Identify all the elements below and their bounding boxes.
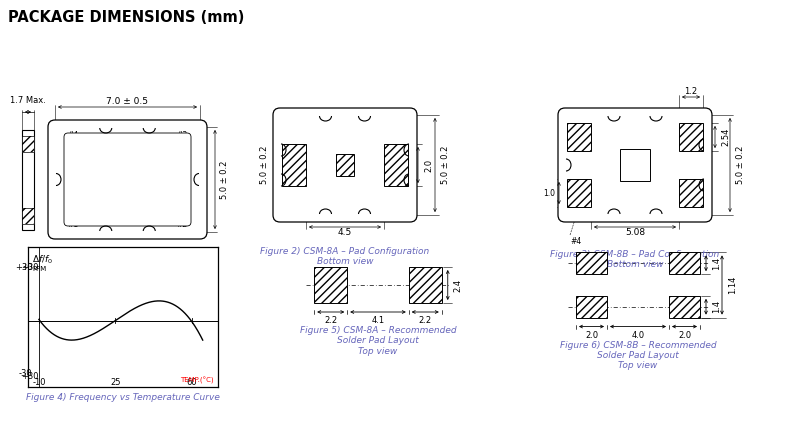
Text: 4.1: 4.1 — [371, 316, 385, 325]
Bar — [576, 252, 607, 274]
Text: 25: 25 — [110, 378, 121, 387]
Bar — [576, 296, 607, 317]
Text: 5.0 ± 0.2: 5.0 ± 0.2 — [220, 160, 229, 199]
Text: 2.0: 2.0 — [585, 331, 598, 340]
Text: 2.0: 2.0 — [424, 159, 433, 172]
FancyBboxPatch shape — [273, 108, 417, 222]
Text: Figure 2) CSM-8A – Pad Configuration
Bottom view: Figure 2) CSM-8A – Pad Configuration Bot… — [260, 247, 429, 266]
Text: Figure 3) CSM-8B – Pad Configuration
Bottom view: Figure 3) CSM-8B – Pad Configuration Bot… — [550, 250, 719, 269]
Bar — [336, 154, 354, 176]
Text: 5.08: 5.08 — [625, 227, 645, 236]
Text: +30: +30 — [15, 264, 32, 272]
Bar — [282, 144, 306, 186]
Bar — [384, 144, 408, 186]
Bar — [314, 267, 348, 303]
Text: #4: #4 — [68, 130, 79, 139]
Bar — [679, 179, 703, 207]
Text: -30: -30 — [19, 368, 32, 377]
Bar — [384, 144, 408, 186]
Bar — [669, 252, 700, 274]
Text: 5.0 ± 0.2: 5.0 ± 0.2 — [736, 146, 745, 184]
Text: 1.4: 1.4 — [712, 257, 721, 270]
Text: 1.0: 1.0 — [543, 189, 555, 198]
Bar — [22, 136, 34, 152]
Text: Figure 4) Frequency vs Temperature Curve: Figure 4) Frequency vs Temperature Curve — [26, 393, 220, 402]
Bar — [336, 154, 354, 176]
Text: 2.2: 2.2 — [324, 316, 337, 325]
Bar — [620, 149, 650, 181]
Text: 1.7 Max.: 1.7 Max. — [10, 96, 46, 105]
Text: PACKAGE DIMENSIONS (mm): PACKAGE DIMENSIONS (mm) — [8, 10, 244, 25]
Text: -10: -10 — [32, 378, 46, 387]
Bar — [669, 296, 700, 317]
Bar — [679, 123, 703, 151]
Bar — [567, 179, 591, 207]
FancyBboxPatch shape — [64, 133, 191, 226]
Bar — [22, 208, 34, 224]
Text: 2.54: 2.54 — [721, 128, 730, 146]
Text: 1.2: 1.2 — [685, 87, 697, 96]
Bar — [409, 267, 442, 303]
Text: +30: +30 — [21, 372, 39, 381]
Text: 4.5: 4.5 — [338, 227, 352, 236]
Text: +30: +30 — [21, 264, 39, 272]
Bar — [567, 123, 591, 151]
Bar — [567, 123, 591, 151]
Text: #2: #2 — [177, 219, 188, 229]
Text: 1.14: 1.14 — [728, 276, 737, 294]
Text: Figure 1) CSM-8 – Side and Top view: Figure 1) CSM-8 – Side and Top view — [48, 250, 212, 259]
Text: #3: #3 — [177, 130, 188, 139]
FancyBboxPatch shape — [558, 108, 712, 222]
Text: $\Delta f/f_0$: $\Delta f/f_0$ — [32, 254, 54, 266]
Text: 2.2: 2.2 — [418, 316, 432, 325]
FancyBboxPatch shape — [48, 120, 207, 239]
Text: 2.4: 2.4 — [454, 278, 463, 292]
Bar — [22, 130, 34, 230]
Bar — [567, 179, 591, 207]
Text: 5.0 ± 0.2: 5.0 ± 0.2 — [261, 146, 269, 184]
Bar — [679, 123, 703, 151]
Bar — [409, 267, 442, 303]
Text: Figure 5) CSM-8A – Recommended
Solder Pad Layout
Top view: Figure 5) CSM-8A – Recommended Solder Pa… — [299, 326, 456, 356]
Bar — [679, 179, 703, 207]
Bar — [669, 296, 700, 317]
Text: 4.0: 4.0 — [631, 331, 645, 340]
Bar — [576, 252, 607, 274]
Bar — [669, 252, 700, 274]
Text: Figure 6) CSM-8B – Recommended
Solder Pad Layout
Top view: Figure 6) CSM-8B – Recommended Solder Pa… — [559, 340, 716, 370]
Bar — [336, 154, 354, 176]
Bar — [282, 144, 306, 186]
Text: 60: 60 — [187, 378, 197, 387]
Text: 2.0: 2.0 — [678, 331, 691, 340]
Text: TEMP.(°C): TEMP.(°C) — [180, 376, 214, 383]
Text: 7.0 ± 0.5: 7.0 ± 0.5 — [106, 96, 148, 105]
Text: 5.0 ± 0.2: 5.0 ± 0.2 — [441, 146, 450, 184]
Bar — [314, 267, 348, 303]
Text: #4: #4 — [570, 237, 582, 246]
Bar — [22, 208, 34, 224]
Text: 1.4: 1.4 — [712, 300, 721, 313]
Text: PPM: PPM — [32, 266, 46, 272]
Bar — [22, 136, 34, 152]
Text: #1: #1 — [68, 219, 79, 229]
Bar — [576, 296, 607, 317]
